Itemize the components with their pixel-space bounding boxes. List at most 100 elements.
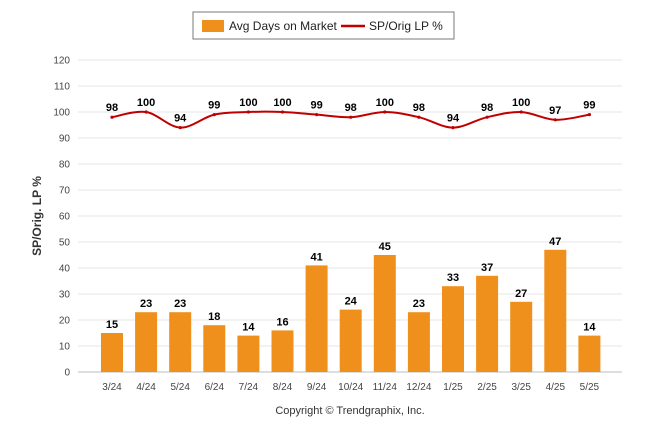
bar-data-label: 16 (276, 316, 288, 328)
bar (407, 312, 430, 372)
line-series (110, 110, 592, 130)
legend-line-label: SP/Orig LP % (369, 19, 443, 33)
line-data-label: 99 (583, 100, 595, 112)
y-axis-title: SP/Orig. LP % (30, 176, 44, 256)
y-tick-label: 90 (59, 134, 71, 145)
bar-data-label: 14 (583, 322, 596, 334)
y-tick-label: 10 (59, 342, 71, 353)
bar-data-label: 23 (413, 298, 425, 310)
bar-data-label: 37 (481, 262, 493, 274)
line-point (383, 110, 387, 114)
line-point (451, 126, 455, 130)
bar-data-label: 45 (379, 241, 391, 253)
bar-data-label: 27 (515, 288, 527, 300)
line-data-label: 99 (208, 100, 220, 112)
y-tick-label: 110 (54, 82, 70, 93)
line-data-label: 98 (481, 102, 493, 114)
y-tick-label: 70 (59, 186, 71, 197)
bar (476, 275, 499, 372)
y-tick-label: 60 (59, 212, 71, 223)
bar (135, 312, 158, 372)
legend-frame (192, 11, 455, 40)
bar-data-label: 41 (310, 251, 322, 263)
bar (169, 312, 192, 372)
x-tick-label: 10/24 (338, 382, 363, 393)
y-tick-label: 50 (59, 238, 71, 249)
y-tick-label: 20 (59, 316, 71, 327)
line-point (280, 110, 285, 114)
bar (373, 255, 396, 372)
bar-data-label: 23 (174, 298, 186, 310)
x-tick-label: 11/24 (373, 382, 398, 393)
bar-data-label: 33 (447, 272, 459, 284)
x-tick-label: 5/25 (580, 382, 600, 393)
y-tick-labels: 0 10 20 30 40 50 60 70 80 90 100 110 120 (53, 56, 70, 379)
bar-data-label: 24 (345, 296, 358, 308)
bar-data-label: 23 (140, 298, 152, 310)
line-data-label: 98 (413, 102, 425, 114)
bar-data-label: 15 (106, 319, 118, 331)
line-data-label: 100 (376, 97, 394, 109)
line-point (110, 115, 114, 119)
bar (101, 333, 123, 372)
line-point (178, 126, 182, 130)
x-tick-label: 4/24 (136, 382, 156, 393)
y-tick-label: 80 (59, 160, 71, 171)
bar (203, 325, 226, 372)
line-point (144, 110, 148, 114)
line-point (315, 113, 319, 117)
x-tick-label: 2/25 (477, 382, 497, 393)
line-data-label: 100 (137, 97, 155, 109)
bar (544, 249, 567, 372)
grid-lines (78, 59, 622, 373)
x-tick-label: 1/25 (443, 382, 463, 393)
line-point (587, 113, 592, 117)
legend: Avg Days on Market SP/Orig LP % (192, 11, 455, 40)
line-point (553, 118, 557, 122)
y-tick-label: 40 (59, 264, 71, 275)
line-data-label: 94 (174, 113, 187, 125)
x-tick-label: 3/25 (511, 382, 531, 393)
bar-data-label: 14 (242, 322, 255, 334)
y-tick-label: 120 (53, 56, 70, 67)
x-tick-label: 5/24 (170, 382, 190, 393)
legend-bar-swatch (202, 20, 224, 32)
y-tick-label: 30 (59, 290, 71, 301)
bar (510, 301, 533, 372)
bar (237, 335, 260, 372)
line-data-label: 100 (512, 97, 530, 109)
line-point (246, 110, 250, 114)
bar-data-label: 18 (208, 311, 220, 323)
line-point (349, 115, 353, 119)
x-tick-label: 4/25 (546, 382, 566, 393)
line-data-label: 98 (345, 102, 357, 114)
line-data-label: 97 (549, 105, 561, 117)
x-tick-label: 9/24 (307, 382, 327, 393)
bar-data-label: 47 (549, 236, 561, 248)
x-tick-label: 12/24 (406, 382, 431, 393)
bar-data-labels: 15 23 23 18 14 16 41 24 45 23 33 37 27 47 14 (106, 236, 597, 334)
line-data-label: 100 (273, 97, 291, 109)
line-point (519, 110, 523, 114)
line-point (417, 115, 421, 119)
bar (442, 286, 464, 372)
bar (305, 265, 328, 372)
line-data-label: 100 (239, 97, 257, 109)
line-data-label: 94 (447, 113, 460, 125)
line-point (212, 113, 216, 117)
y-tick-label: 100 (53, 108, 70, 119)
line-data-label: 98 (106, 102, 118, 114)
line-data-label: 99 (310, 100, 322, 112)
line-data-labels: 98 100 94 99 100 100 99 98 100 98 94 98 100 97 99 (106, 97, 596, 125)
line-point (485, 115, 489, 119)
x-tick-label: 3/24 (102, 382, 122, 393)
x-tick-label: 6/24 (205, 382, 225, 393)
bar (271, 330, 294, 372)
x-tick-label: 8/24 (273, 382, 293, 393)
legend-bar-label: Avg Days on Market (229, 19, 337, 33)
y-tick-label: 0 (64, 368, 70, 379)
bar (339, 309, 362, 372)
bar-series (101, 249, 601, 372)
copyright-text: Copyright © Trendgraphix, Inc. (275, 405, 424, 417)
